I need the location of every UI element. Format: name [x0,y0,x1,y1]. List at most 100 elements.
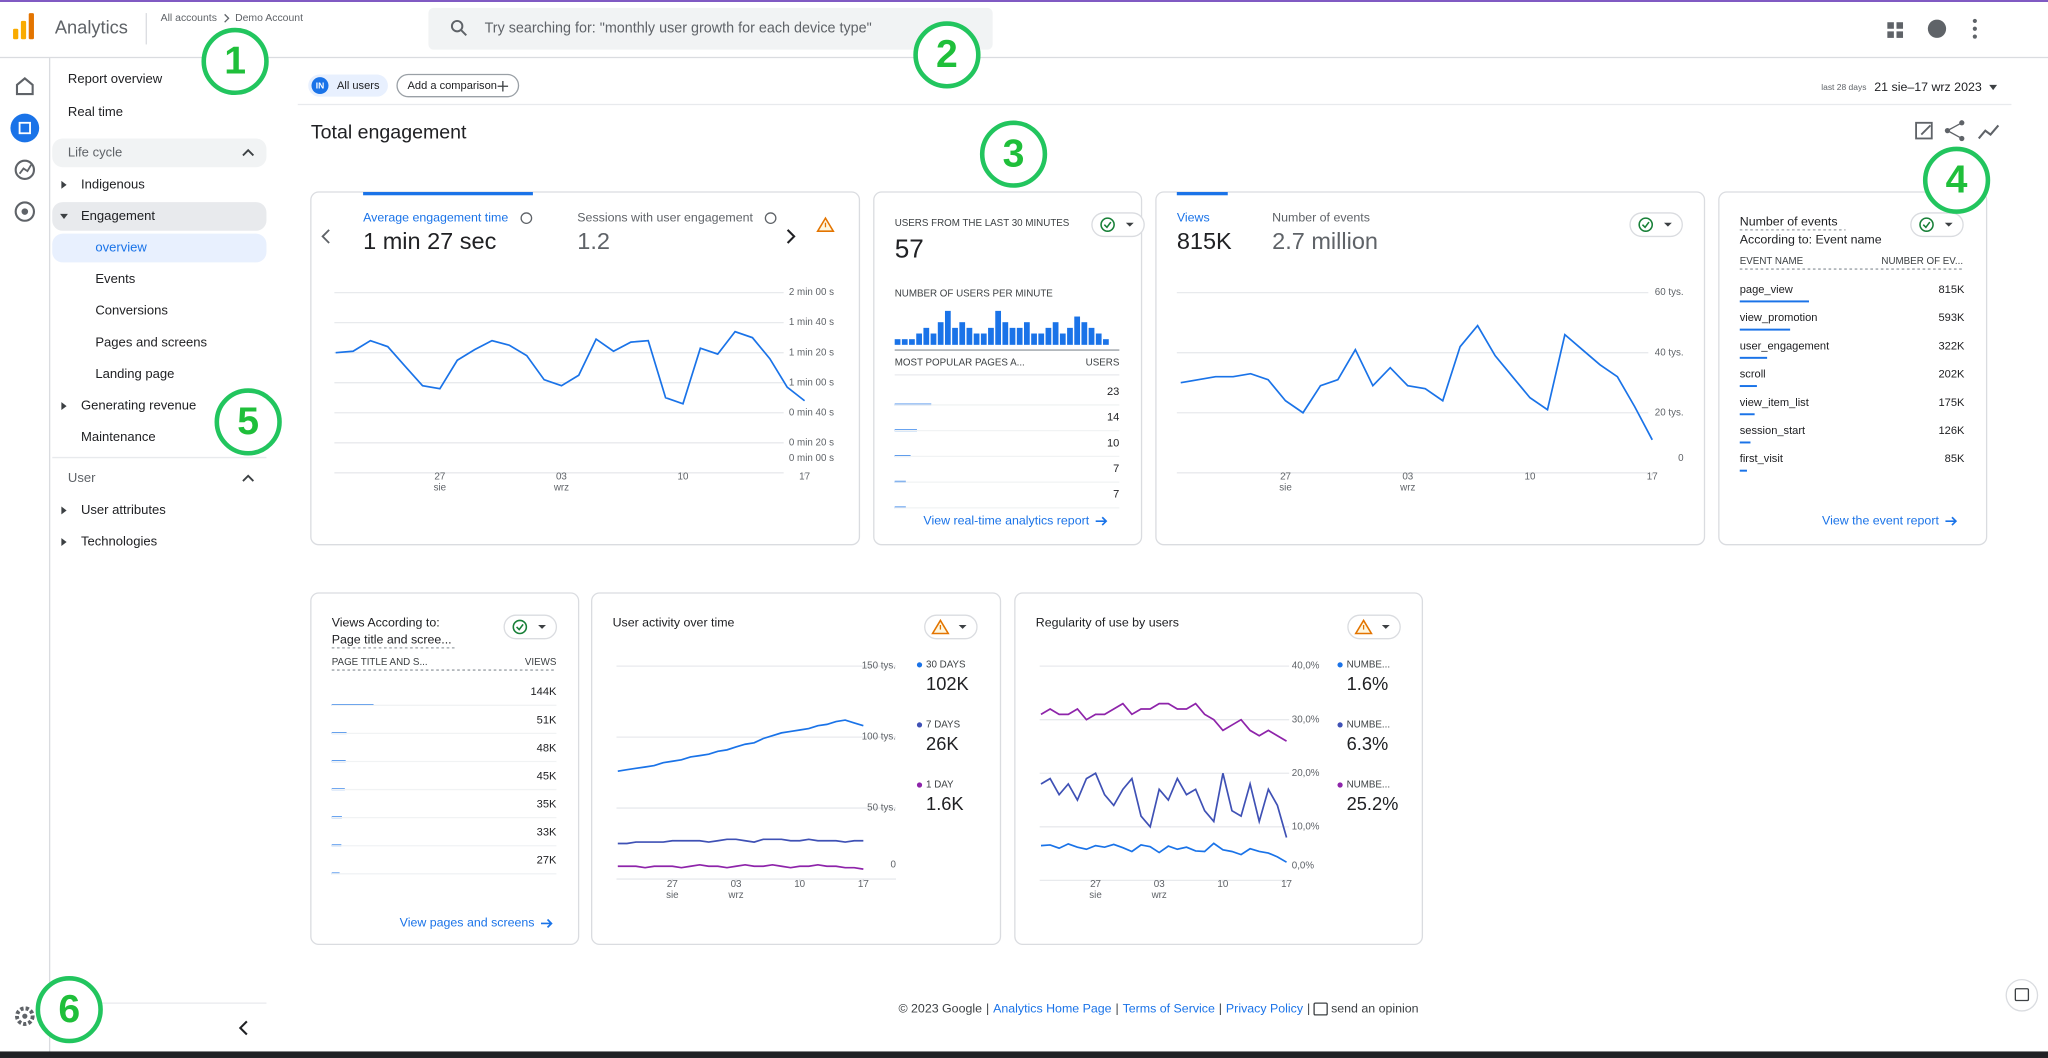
settings-icon[interactable] [15,1006,35,1026]
metric-name[interactable]: Number of events [1272,210,1370,224]
help-icon [520,212,533,225]
nav-item[interactable]: Engagement [81,208,155,223]
advertising-icon [21,208,29,215]
tab-indicator [1176,192,1228,196]
card [310,191,861,546]
y-tick-label: 0 [891,859,897,870]
nav-subitem[interactable]: Pages and screens [95,334,207,349]
nav-section[interactable]: User [68,470,96,485]
item-bg [52,202,267,231]
logo-bar [13,28,19,40]
status-chip [503,614,558,640]
legend-value: 1.6% [1347,673,1389,694]
nav-item[interactable]: Generating revenue [81,398,196,413]
event-value: 593K [1938,312,1965,324]
minute-bar [1002,322,1009,345]
minute-bar [937,322,944,345]
legend-name: 7 DAYS [926,720,961,731]
reports-icon[interactable] [10,113,40,143]
metric-name[interactable]: Average engagement time [363,210,508,224]
x-tick-label: 10 [794,879,805,890]
nav-item[interactable]: Maintenance [81,429,156,444]
help-icon[interactable] [1927,19,1947,38]
page-value: 33K [537,827,557,839]
more-icon[interactable] [1972,34,1977,39]
nav-item[interactable]: Real time [68,104,123,119]
nav-item[interactable]: Report overview [68,71,163,86]
annotation-number: 5 [237,400,259,443]
metric-name[interactable]: Views [1177,210,1210,224]
metric-name[interactable]: Sessions with user engagement [577,210,753,224]
footer-link[interactable]: Analytics Home Page [993,1002,1112,1016]
footer-link[interactable]: Terms of Service [1123,1002,1215,1016]
annotation-circle [1922,146,1991,214]
separator: | [1307,1002,1310,1016]
next-arrow [786,229,796,244]
search-box[interactable] [428,7,993,50]
segment-badge [311,77,329,95]
x-tick-sublabel: wrz [1151,890,1167,901]
minute-bar [1045,327,1052,345]
share-icon[interactable] [1944,128,1951,134]
event-name: first_visit [1740,453,1783,465]
status-caret [1664,222,1672,227]
table-value: 14 [1107,412,1119,424]
table-header: PAGE TITLE AND S... [332,657,428,668]
card-link[interactable]: View pages and screens [400,916,535,930]
y-tick-label: 40 tys. [1655,347,1684,358]
nav-subitem[interactable]: Events [95,271,135,286]
feedback-icon [1313,1002,1328,1016]
card-link[interactable]: View the event report [1822,513,1939,527]
minute-bar [944,310,951,345]
nav-item[interactable]: Indigenous [81,176,145,191]
event-value: 815K [1938,284,1965,296]
minute-bar [988,327,994,345]
page-value: 48K [537,742,557,754]
feedback-button-icon [2014,988,2030,1002]
metric-value: 57 [895,234,924,264]
minute-bar [1031,333,1037,345]
minute-bar [1059,333,1066,345]
event-name: user_engagement [1740,340,1829,352]
segment-badge-text: IN [316,80,324,90]
nav-subitem[interactable]: overview [95,240,147,255]
minute-bar [1024,322,1030,345]
metric-value: 815K [1177,228,1232,254]
x-tick-label: 27 [1090,879,1101,890]
breadcrumb[interactable]: All accounts [161,13,217,24]
feedback-link[interactable]: send an opinion [1331,1002,1419,1016]
edit-icon [1920,124,1932,136]
legend-value: 6.3% [1347,733,1389,754]
minute-bar [1103,339,1109,345]
breadcrumb[interactable]: Demo Account [235,13,303,24]
compare-chip[interactable] [396,73,520,98]
status-ok [1919,217,1934,232]
y-tick-label: 20,0% [1292,768,1320,779]
legend-name: NUMBE... [1347,720,1390,731]
event-name: session_start [1740,425,1805,437]
table-header: MOST POPULAR PAGES A... [895,358,1025,369]
nav-subitem[interactable]: Landing page [95,366,174,381]
nav-subitem[interactable]: Conversions [95,303,168,318]
card-link[interactable]: View real-time analytics report [923,513,1089,527]
data-line [335,330,806,405]
more-icon[interactable] [1972,26,1977,31]
segment-chip[interactable] [308,74,388,97]
feedback-button[interactable] [2005,978,2039,1012]
advertising-icon[interactable] [14,201,36,222]
date-range[interactable]: 21 sie–17 wrz 2023 [1874,80,1982,94]
data-line [1040,842,1287,863]
more-icon[interactable] [1972,18,1977,24]
nav-item[interactable]: Technologies [81,534,158,549]
explore-icon[interactable] [14,159,36,181]
annotation-circle [35,976,103,1044]
footer-link[interactable]: Privacy Policy [1226,1002,1304,1016]
nav-section[interactable]: Life cycle [68,144,122,159]
expand-arrow [61,402,67,411]
minute-bar [923,327,930,345]
apps-icon [1887,31,1894,38]
legend-value: 26K [926,733,959,754]
nav-item[interactable]: User attributes [81,502,166,517]
expand-arrow [61,506,67,515]
